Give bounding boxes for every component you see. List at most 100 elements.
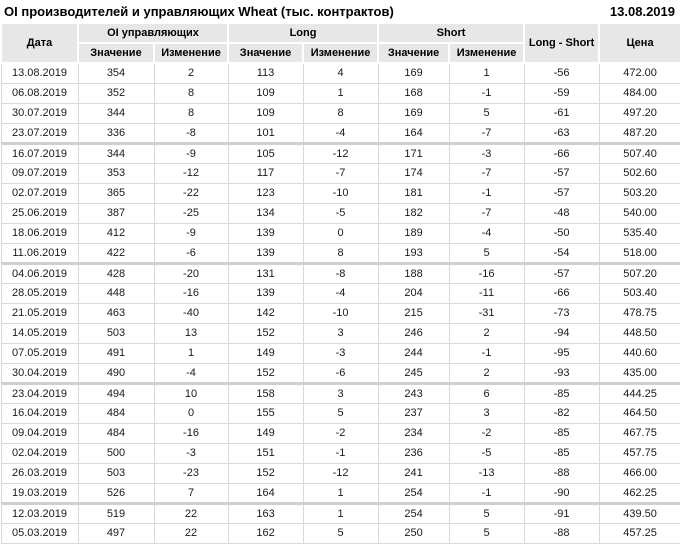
date-cell: 13.08.2019: [0, 62, 79, 84]
long-short-cell: -93: [523, 362, 600, 385]
col-header-long-value: Значение: [227, 42, 305, 64]
table-row: 16.04.2019 484 0 155 5 237 3 -82 464.50: [0, 402, 680, 424]
date-cell: 25.06.2019: [0, 202, 79, 224]
long-value-cell: 117: [227, 162, 304, 184]
oi-value-cell: 484: [77, 422, 155, 444]
col-group-oi: OI управляющих: [76, 22, 230, 44]
long-value-cell: 164: [227, 482, 304, 505]
price-cell: 439.50: [598, 502, 680, 524]
short-value-cell: 204: [377, 282, 450, 304]
oi-change-cell: -25: [153, 202, 229, 224]
price-cell: 462.25: [598, 482, 680, 505]
long-value-cell: 109: [227, 82, 304, 104]
short-change-cell: 5: [448, 522, 525, 544]
short-value-cell: 181: [377, 182, 450, 204]
oi-value-cell: 526: [77, 482, 155, 505]
price-cell: 503.40: [598, 282, 680, 304]
short-change-cell: -31: [448, 302, 525, 324]
oi-change-cell: -23: [153, 462, 229, 484]
oi-value-cell: 503: [77, 322, 155, 344]
oi-value-cell: 490: [77, 362, 155, 385]
long-value-cell: 152: [227, 362, 304, 385]
short-change-cell: -7: [448, 122, 525, 145]
long-short-cell: -57: [523, 182, 600, 204]
oi-change-cell: 1: [153, 342, 229, 364]
long-value-cell: 139: [227, 222, 304, 244]
long-value-cell: 139: [227, 242, 304, 265]
table-row: 02.07.2019 365 -22 123 -10 181 -1 -57 50…: [0, 182, 680, 204]
long-short-cell: -88: [523, 462, 600, 484]
long-change-cell: -1: [302, 442, 379, 464]
table-row: 19.03.2019 526 7 164 1 254 -1 -90 462.25: [0, 482, 680, 505]
cot-table: Дата OI управляющих Long Short Long - Sh…: [0, 22, 680, 544]
short-value-cell: 245: [377, 362, 450, 385]
date-cell: 23.04.2019: [0, 382, 79, 404]
long-change-cell: 1: [302, 502, 379, 524]
oi-change-cell: -6: [153, 242, 229, 265]
oi-change-cell: 22: [153, 502, 229, 524]
short-value-cell: 236: [377, 442, 450, 464]
short-change-cell: -13: [448, 462, 525, 484]
short-value-cell: 164: [377, 122, 450, 145]
date-cell: 02.07.2019: [0, 182, 79, 204]
long-change-cell: -7: [302, 162, 379, 184]
price-cell: 440.60: [598, 342, 680, 364]
long-short-cell: -95: [523, 342, 600, 364]
oi-value-cell: 448: [77, 282, 155, 304]
long-short-cell: -88: [523, 522, 600, 544]
long-short-cell: -61: [523, 102, 600, 124]
oi-value-cell: 484: [77, 402, 155, 424]
short-change-cell: -7: [448, 202, 525, 224]
table-row: 04.06.2019 428 -20 131 -8 188 -16 -57 50…: [0, 262, 680, 284]
price-cell: 448.50: [598, 322, 680, 344]
oi-change-cell: -20: [153, 262, 229, 284]
date-cell: 16.07.2019: [0, 142, 79, 164]
short-change-cell: -16: [448, 262, 525, 284]
oi-change-cell: -16: [153, 422, 229, 444]
price-cell: 457.25: [598, 522, 680, 544]
page-title: OI производителей и управляющих Wheat (т…: [4, 3, 394, 19]
oi-change-cell: 7: [153, 482, 229, 505]
long-value-cell: 155: [227, 402, 304, 424]
price-cell: 502.60: [598, 162, 680, 184]
price-cell: 535.40: [598, 222, 680, 244]
oi-value-cell: 497: [77, 522, 155, 544]
long-change-cell: -4: [302, 122, 379, 145]
long-change-cell: 5: [302, 522, 379, 544]
table-row: 14.05.2019 503 13 152 3 246 2 -94 448.50: [0, 322, 680, 344]
oi-value-cell: 336: [77, 122, 155, 145]
short-value-cell: 215: [377, 302, 450, 324]
long-short-cell: -66: [523, 142, 600, 164]
date-cell: 06.08.2019: [0, 82, 79, 104]
oi-change-cell: 0: [153, 402, 229, 424]
long-change-cell: 8: [302, 102, 379, 124]
oi-value-cell: 344: [77, 142, 155, 164]
price-cell: 444.25: [598, 382, 680, 404]
long-change-cell: -4: [302, 282, 379, 304]
oi-change-cell: 10: [153, 382, 229, 404]
short-value-cell: 169: [377, 62, 450, 84]
long-change-cell: -2: [302, 422, 379, 444]
short-change-cell: -3: [448, 142, 525, 164]
oi-change-cell: -16: [153, 282, 229, 304]
oi-value-cell: 412: [77, 222, 155, 244]
short-value-cell: 243: [377, 382, 450, 404]
short-change-cell: -1: [448, 342, 525, 364]
long-short-cell: -85: [523, 422, 600, 444]
long-change-cell: 1: [302, 482, 379, 505]
long-short-cell: -56: [523, 62, 600, 84]
table-row: 11.06.2019 422 -6 139 8 193 5 -54 518.00: [0, 242, 680, 265]
long-value-cell: 109: [227, 102, 304, 124]
date-cell: 02.04.2019: [0, 442, 79, 464]
oi-value-cell: 352: [77, 82, 155, 104]
table-row: 12.03.2019 519 22 163 1 254 5 -91 439.50: [0, 502, 680, 524]
short-change-cell: 6: [448, 382, 525, 404]
oi-change-cell: -40: [153, 302, 229, 324]
long-short-cell: -59: [523, 82, 600, 104]
long-short-cell: -50: [523, 222, 600, 244]
price-cell: 467.75: [598, 422, 680, 444]
oi-change-cell: -4: [153, 362, 229, 385]
table-row: 05.03.2019 497 22 162 5 250 5 -88 457.25: [0, 522, 680, 544]
table-row: 21.05.2019 463 -40 142 -10 215 -31 -73 4…: [0, 302, 680, 324]
long-change-cell: 0: [302, 222, 379, 244]
